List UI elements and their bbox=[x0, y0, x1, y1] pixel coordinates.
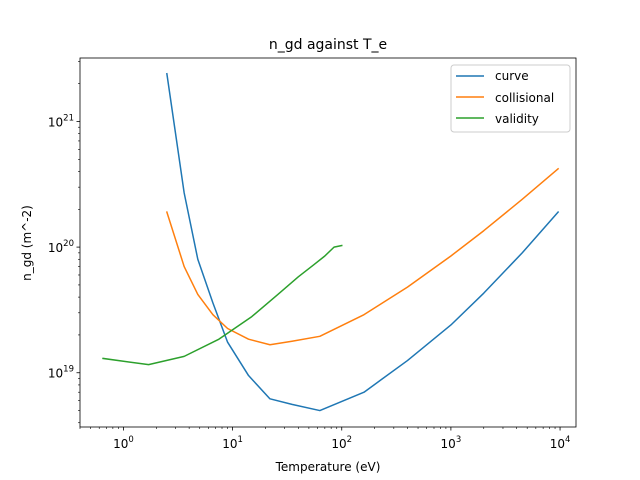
series-line-curve bbox=[166, 72, 560, 412]
y-axis: 1019 1020 1021 bbox=[48, 61, 80, 424]
series-layer bbox=[102, 72, 560, 412]
x-axis-label: Temperature (eV) bbox=[275, 460, 381, 474]
y-tick-label: 1021 bbox=[48, 113, 74, 129]
plot-frame bbox=[79, 57, 577, 428]
legend: curve collisional validity bbox=[450, 64, 571, 133]
y-tick-label: 1019 bbox=[48, 365, 74, 381]
y-axis-label: n_gd (m^-2) bbox=[20, 205, 34, 281]
chart-title: n_gd against T_e bbox=[269, 37, 387, 53]
x-tick-label: 102 bbox=[331, 435, 352, 451]
legend-box bbox=[450, 64, 571, 133]
x-tick-label: 101 bbox=[222, 435, 243, 451]
x-tick-label: 104 bbox=[550, 435, 571, 451]
series-line-collisional bbox=[165, 167, 560, 346]
legend-label-validity: validity bbox=[495, 112, 539, 126]
x-tick-label: 103 bbox=[441, 435, 462, 451]
x-tick-label: 100 bbox=[113, 435, 134, 451]
legend-label-curve: curve bbox=[495, 69, 529, 83]
y-tick-label: 1020 bbox=[48, 239, 74, 255]
legend-label-collisional: collisional bbox=[495, 91, 554, 105]
x-axis: 100 101 102 103 104 bbox=[79, 427, 571, 451]
series-line-validity bbox=[102, 244, 343, 366]
